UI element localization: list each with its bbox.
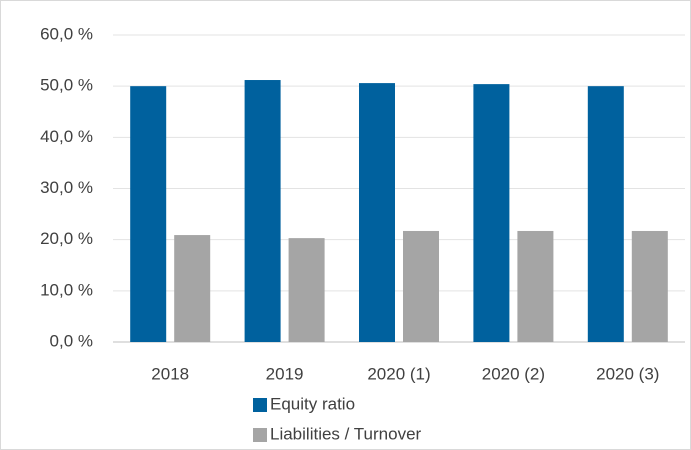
bar [473, 84, 510, 343]
bar [244, 80, 281, 342]
x-tick-label: 2020 (2) [482, 364, 545, 383]
bar [403, 230, 439, 342]
legend-swatch [253, 398, 267, 412]
y-tick-label: 20,0 % [40, 229, 93, 248]
legend-label: Equity ratio [270, 394, 355, 413]
x-tick-label: 2020 (3) [596, 364, 659, 383]
bar [359, 83, 395, 342]
y-tick-label: 0,0 % [50, 331, 93, 350]
legend-label: Liabilities / Turnover [270, 424, 422, 443]
bar [517, 230, 554, 342]
x-tick-label: 2018 [151, 364, 189, 383]
x-tick-label: 2020 (1) [367, 364, 430, 383]
bar [174, 235, 211, 342]
x-tick-label: 2019 [266, 364, 304, 383]
y-tick-label: 10,0 % [40, 280, 93, 299]
y-tick-label: 30,0 % [40, 178, 93, 197]
y-tick-label: 60,0 % [40, 24, 93, 43]
bar [631, 230, 668, 342]
bar [130, 86, 167, 343]
bar [587, 86, 624, 343]
legend-swatch [253, 428, 267, 442]
bar [288, 238, 325, 342]
y-tick-label: 40,0 % [40, 127, 93, 146]
y-tick-label: 50,0 % [40, 76, 93, 95]
